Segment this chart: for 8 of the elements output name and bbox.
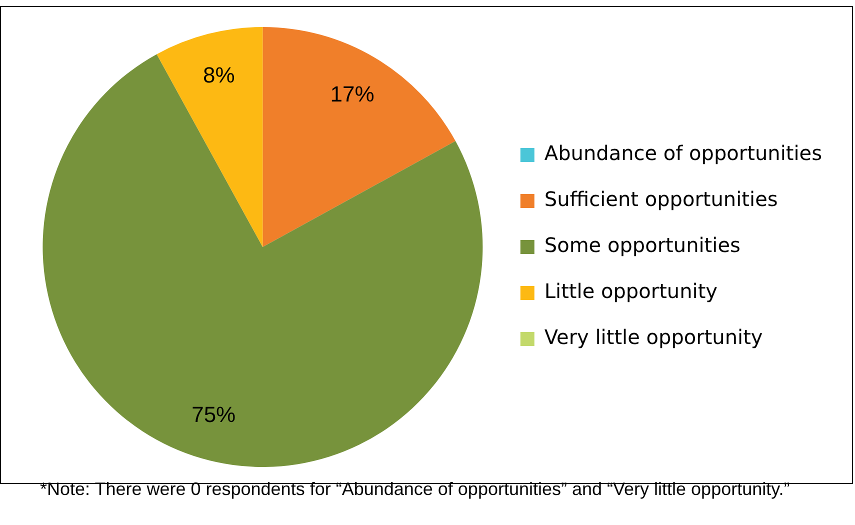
data-label: 75% (192, 402, 236, 428)
legend-label: Sufficient opportunities (544, 187, 778, 212)
legend-label: Some opportunities (544, 233, 740, 258)
legend-label: Little opportunity (544, 279, 718, 304)
data-label: 17% (330, 82, 374, 107)
data-label: 8% (203, 62, 235, 88)
legend-label: Very little opportunity (544, 325, 763, 350)
legend-label: Abundance of opportunities (544, 141, 822, 166)
